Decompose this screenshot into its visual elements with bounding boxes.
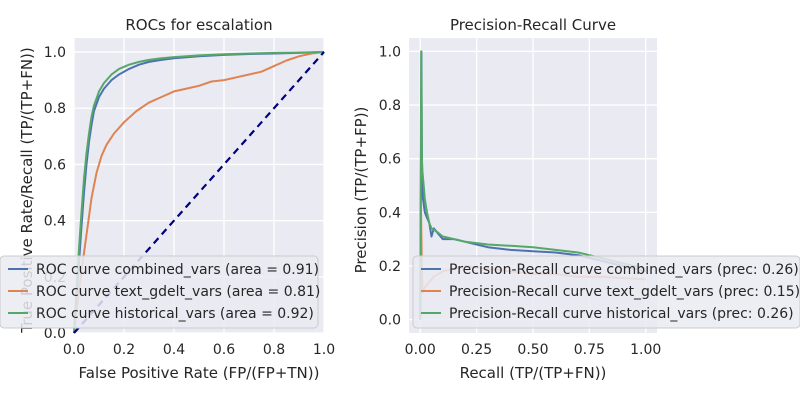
pr-tick-labels: 0.00 0.25 0.50 0.75 1.00 0.0 0.2 0.4 0.6 0.8 1.0 bbox=[379, 44, 662, 358]
series-line-0 bbox=[419, 50, 646, 320]
legend-box bbox=[412, 255, 800, 329]
series-line-2 bbox=[73, 51, 325, 334]
series-line-2 bbox=[419, 50, 646, 320]
x-tick-label: 0.0 bbox=[63, 342, 85, 358]
legend-entry: Precision-Recall curve text_gdelt_vars (… bbox=[449, 284, 800, 300]
roc-panel: 0.00.20.40.60.81.00.00.20.40.60.81.0 ROC… bbox=[0, 16, 335, 382]
y-tick-label: 0.0 bbox=[379, 313, 401, 329]
y-tick-label: 0.6 bbox=[379, 152, 401, 168]
x-tick-label: 0.8 bbox=[263, 342, 285, 358]
pr-y-axis-label: Precision (TP/(TP+FP)) bbox=[352, 107, 370, 274]
legend-entry: ROC curve text_gdelt_vars (area = 0.81) bbox=[36, 284, 320, 300]
y-tick-label: 1.0 bbox=[379, 44, 401, 60]
y-tick-label: 0.4 bbox=[379, 205, 401, 221]
x-tick-label: 0.50 bbox=[517, 342, 548, 358]
x-tick-label: 1.0 bbox=[313, 342, 335, 358]
x-tick-label: 0.6 bbox=[213, 342, 235, 358]
x-tick-label: 0.75 bbox=[574, 342, 605, 358]
x-tick-label: 0.00 bbox=[405, 342, 436, 358]
legend-entry: ROC curve combined_vars (area = 0.91) bbox=[36, 262, 319, 278]
roc-chart-title: ROCs for escalation bbox=[125, 16, 272, 34]
pr-x-axis-label: Recall (TP/(TP+FN)) bbox=[460, 364, 607, 382]
roc-legend: ROC curve combined_vars (area = 0.91) ROC… bbox=[0, 255, 320, 329]
y-tick-label: 1.0 bbox=[44, 45, 66, 61]
x-tick-label: 0.4 bbox=[163, 342, 185, 358]
y-tick-label: 0.0 bbox=[44, 326, 66, 342]
legend-entry: Precision-Recall curve historical_vars (… bbox=[449, 306, 794, 322]
y-tick-label: 0.8 bbox=[44, 101, 66, 117]
x-tick-label: 0.25 bbox=[461, 342, 492, 358]
pr-panel: 0.00 0.25 0.50 0.75 1.00 0.0 0.2 0.4 0.6 0.8 1.0 P… bbox=[352, 16, 800, 382]
y-tick-label: 0.2 bbox=[379, 259, 401, 275]
roc-x-axis-label: False Positive Rate (FP/(FP+TN)) bbox=[79, 364, 320, 382]
y-tick-label: 0.4 bbox=[44, 214, 66, 230]
y-tick-label: 0.6 bbox=[44, 157, 66, 173]
legend-box bbox=[0, 255, 319, 329]
legend-entry: ROC curve historical_vars (area = 0.92) bbox=[36, 306, 314, 322]
x-tick-label: 1.00 bbox=[630, 342, 661, 358]
series-line-1 bbox=[73, 51, 325, 334]
x-tick-label: 0.2 bbox=[113, 342, 135, 358]
legend-entry: Precision-Recall curve combined_vars (pr… bbox=[449, 262, 799, 278]
pr-chart-title: Precision-Recall Curve bbox=[450, 16, 616, 34]
pr-legend: Precision-Recall curve combined_vars (pr… bbox=[412, 255, 800, 329]
y-tick-label: 0.8 bbox=[379, 98, 401, 114]
